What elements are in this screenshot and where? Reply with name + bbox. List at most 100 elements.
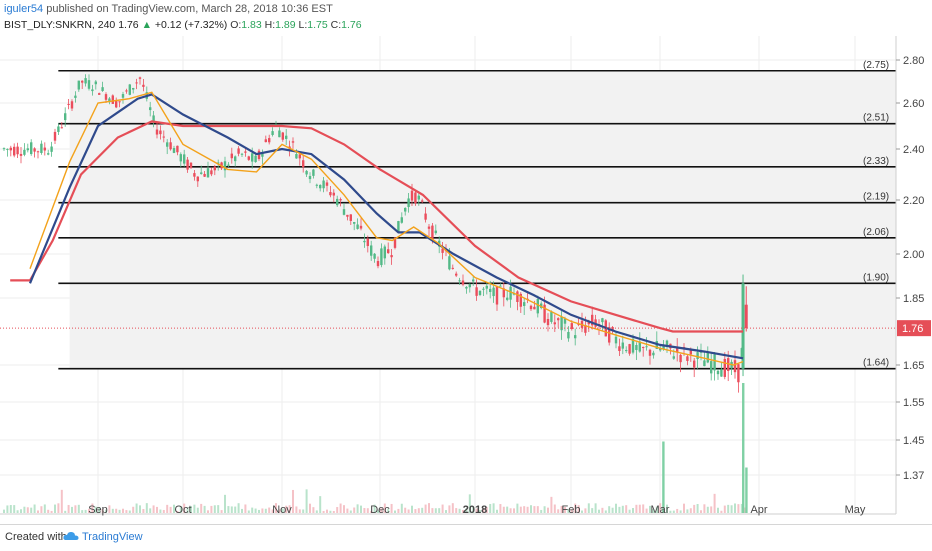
volume-bar xyxy=(360,505,362,513)
candle-body xyxy=(676,347,679,353)
candle-body xyxy=(727,358,730,371)
volume-bar xyxy=(268,507,271,513)
volume-bar xyxy=(526,506,529,513)
price-tick-label: 2.80 xyxy=(903,55,924,67)
candle-body xyxy=(217,162,220,164)
high-label: H: xyxy=(264,19,276,31)
volume-bar xyxy=(397,508,400,513)
volume-bar xyxy=(502,506,505,513)
volume-bar xyxy=(540,509,543,513)
time-axis[interactable]: Sep Oct Nov Dec 2018 Feb Mar Apr May xyxy=(88,504,866,516)
tradingview-cloud-icon xyxy=(63,531,79,540)
volume-bar xyxy=(737,504,740,513)
volume-bar xyxy=(169,506,172,513)
time-tick-label: Sep xyxy=(88,504,108,516)
candle-body xyxy=(489,288,492,292)
volume-bar xyxy=(322,510,325,513)
candle-body xyxy=(614,336,618,344)
volume-bar xyxy=(179,506,182,513)
candle-body xyxy=(397,221,400,233)
price-axis[interactable]: 2.80 2.60 2.40 2.20 2.00 1.85 1.65 1.55 1.45 1.37 xyxy=(896,55,924,482)
volume-bar xyxy=(190,506,192,513)
candle-body xyxy=(189,162,193,168)
volume-bar xyxy=(570,509,573,513)
volume-bar xyxy=(40,506,43,513)
candle-body xyxy=(308,176,312,180)
candle-body xyxy=(91,89,94,92)
time-tick-label: Apr xyxy=(750,504,767,516)
candle-body xyxy=(312,169,315,176)
candle-body xyxy=(322,180,325,189)
volume-bar xyxy=(33,504,36,513)
candle-body xyxy=(33,148,36,152)
candle-body xyxy=(67,103,70,105)
volume-bar xyxy=(598,509,600,513)
candle-body xyxy=(662,345,665,349)
volume-bar xyxy=(601,507,604,513)
created-with-text: Created with xyxy=(5,531,67,543)
volume-bar xyxy=(244,504,247,513)
candle-body xyxy=(36,151,40,153)
volume-bar xyxy=(142,509,145,513)
candle-body xyxy=(512,293,516,295)
candle-body xyxy=(686,356,689,361)
candle-body xyxy=(390,255,393,258)
candle-body xyxy=(155,129,159,135)
volume-bar xyxy=(472,506,475,513)
volume-bar xyxy=(258,509,260,513)
candle-body xyxy=(495,286,499,305)
candle-body xyxy=(659,347,662,351)
volume-bar xyxy=(519,506,522,513)
volume-bar xyxy=(108,505,111,513)
volume-bar xyxy=(162,509,165,513)
candle-body xyxy=(720,369,723,377)
candle-body xyxy=(302,160,305,168)
symbol-ohlc-line: BIST_DLY:SNKRN, 240 1.76 ▲ +0.12 (+7.32%… xyxy=(4,19,362,31)
volume-bar xyxy=(638,504,641,513)
ma-fast-line xyxy=(29,91,744,366)
volume-bar xyxy=(288,505,291,513)
volume-bar xyxy=(496,509,498,513)
price-tick-label: 2.00 xyxy=(903,249,924,261)
candle-body xyxy=(679,354,682,363)
volume-bar xyxy=(489,503,492,513)
time-tick-label: Oct xyxy=(174,504,191,516)
candle-body xyxy=(648,349,652,356)
volume-bar xyxy=(417,508,420,513)
volume-bar xyxy=(621,505,624,513)
volume-spike xyxy=(662,441,665,513)
volume-bar xyxy=(475,508,478,513)
volume-bar xyxy=(744,507,747,513)
candle-body xyxy=(642,347,645,349)
volume-bar xyxy=(370,510,373,513)
candle-body xyxy=(237,148,240,154)
candle-body xyxy=(631,338,635,353)
volume-bar xyxy=(67,504,70,513)
volume-bar xyxy=(465,508,468,513)
candle-body xyxy=(193,173,196,177)
symbol-name[interactable]: BIST_DLY:SNKRN, 240 xyxy=(4,19,116,31)
candle-body xyxy=(254,155,257,163)
volume-bar xyxy=(652,508,655,513)
volume-bar xyxy=(390,503,393,513)
price-chart[interactable]: (2.75) (2.51) (2.33) (2.19) (2.06) (1.90) (1.6… xyxy=(0,36,932,524)
volume-bar xyxy=(727,504,730,513)
level-label: (2.19) xyxy=(863,192,889,203)
candle-body xyxy=(94,81,97,85)
volume-bar xyxy=(196,507,199,513)
volume-bar xyxy=(26,507,29,513)
volume-bar xyxy=(326,509,328,513)
level-label: (2.75) xyxy=(863,60,889,71)
candle-body xyxy=(645,346,648,348)
candle-body xyxy=(499,285,502,287)
volume-bar xyxy=(145,503,148,513)
close-label: C: xyxy=(330,19,342,31)
author-link[interactable]: iguler54 xyxy=(4,3,44,15)
volume-bar xyxy=(428,503,430,513)
candle-body xyxy=(502,288,505,298)
volume-bar xyxy=(458,508,461,513)
volume-bar xyxy=(659,503,662,513)
tradingview-brand-link[interactable]: TradingView xyxy=(82,531,143,543)
volume-bar xyxy=(591,508,594,513)
volume-bar xyxy=(193,504,196,513)
